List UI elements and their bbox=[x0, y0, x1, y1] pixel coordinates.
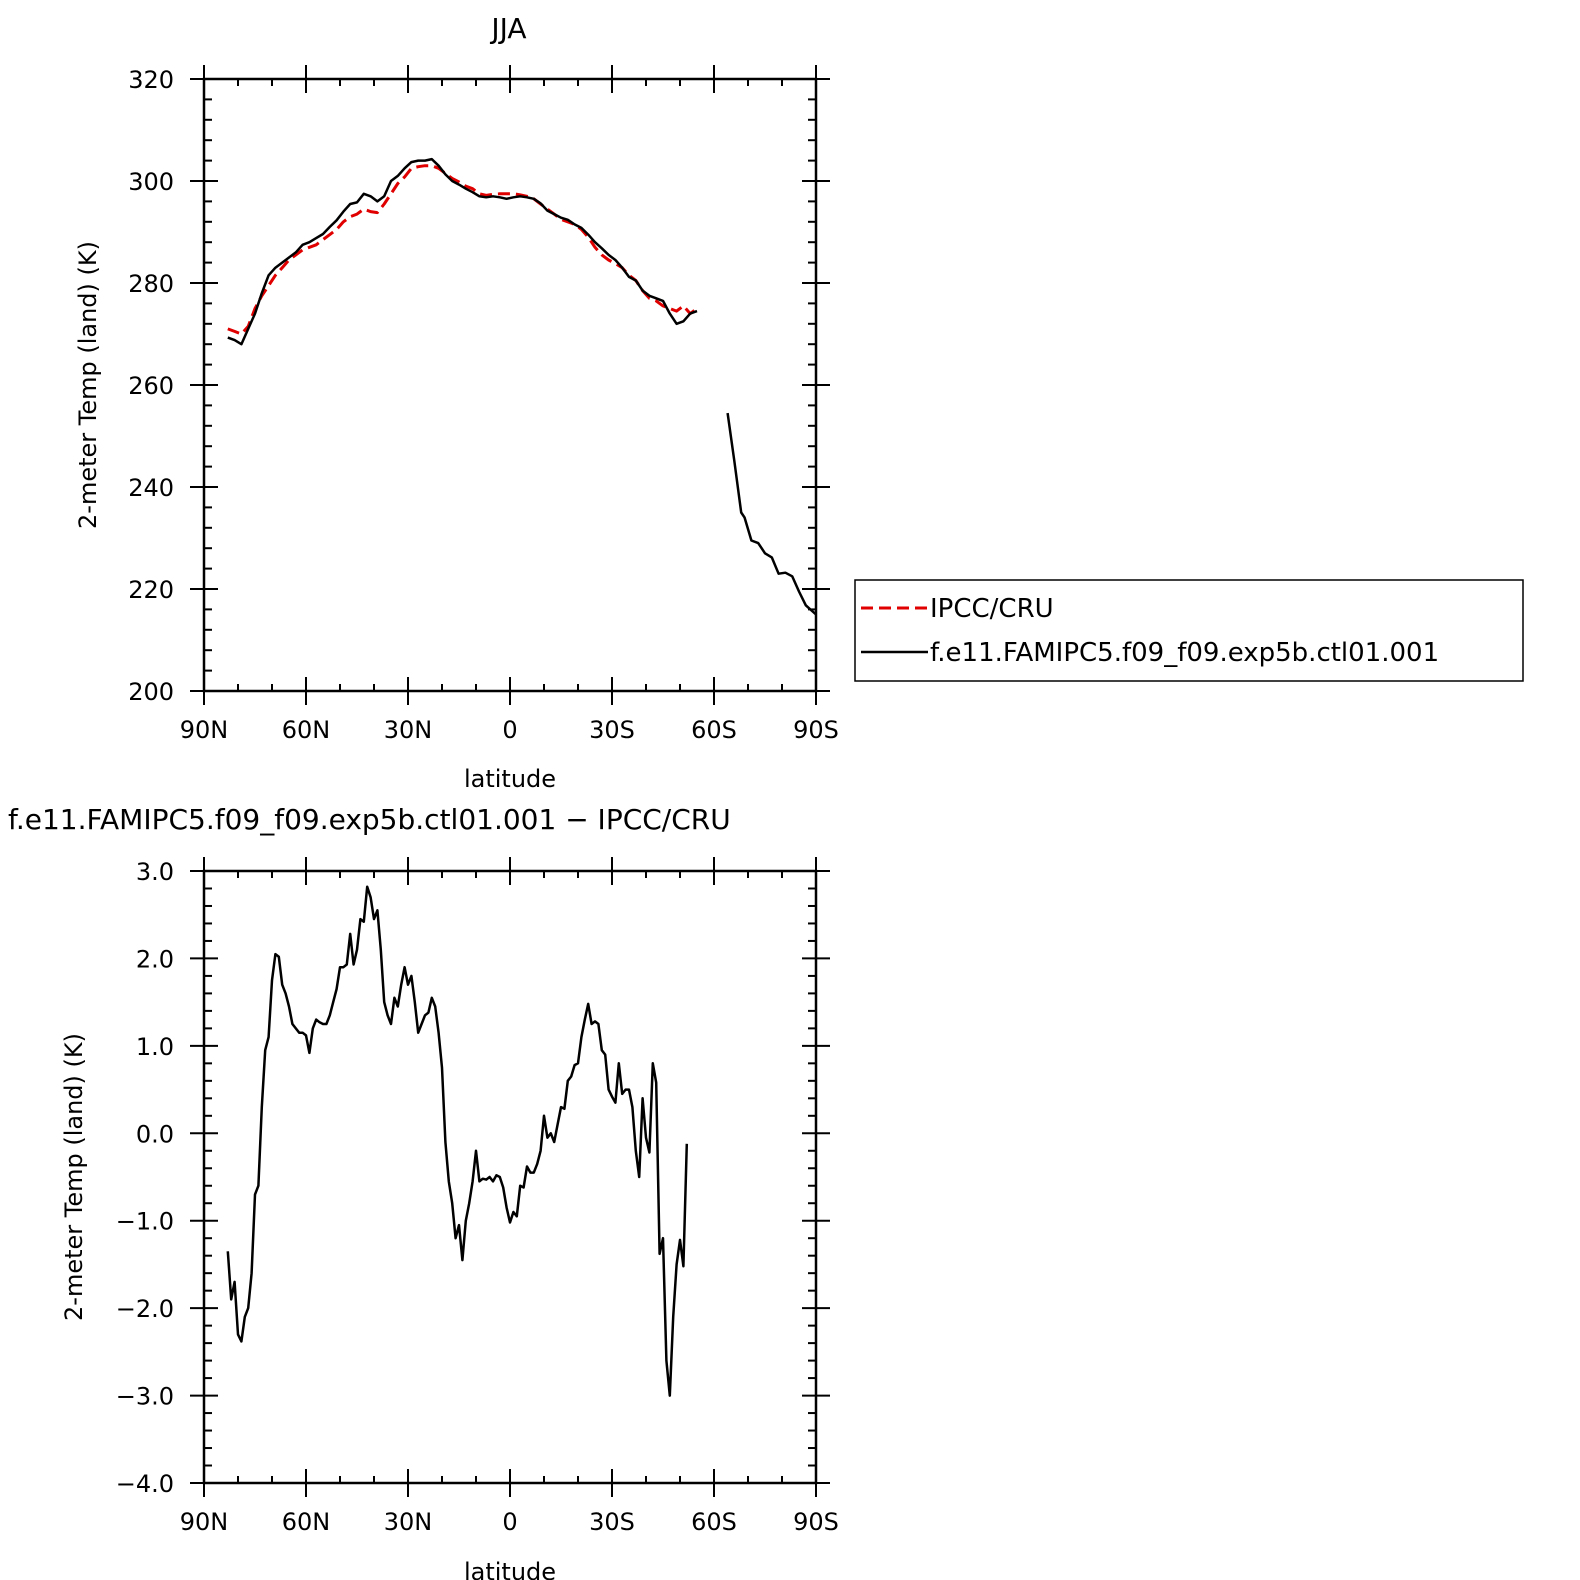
y-tick-label: 220 bbox=[128, 576, 174, 604]
y-tick-label: 1.0 bbox=[136, 1033, 174, 1061]
bottom-panel-title: f.e11.FAMIPC5.f09_f09.exp5b.ctl01.001 − … bbox=[8, 803, 731, 836]
legend: IPCC/CRU f.e11.FAMIPC5.f09_f09.exp5b.ctl… bbox=[854, 579, 1524, 682]
bottom-panel-series bbox=[226, 885, 689, 1397]
x-tick-label: 60S bbox=[691, 1508, 737, 1536]
bottom-panel-ticks bbox=[190, 857, 830, 1497]
y-tick-label: 280 bbox=[128, 270, 174, 298]
x-tick-label: 0 bbox=[502, 716, 517, 744]
top-panel-title: JJA bbox=[489, 12, 526, 45]
bottom-panel-tick-labels: 90N 60N 30N 0 30S 60S 90S −4.0 −3.0 −2.0 −1.0 0.0 1.… bbox=[116, 858, 839, 1536]
x-tick-label: 0 bbox=[502, 1508, 517, 1536]
x-tick-label: 60N bbox=[282, 716, 331, 744]
legend-box bbox=[854, 579, 1524, 682]
y-tick-label: 3.0 bbox=[136, 858, 174, 886]
x-tick-label: 30N bbox=[384, 716, 433, 744]
top-panel-x-axis-label: latitude bbox=[464, 765, 556, 793]
top-panel-ticks bbox=[190, 65, 830, 705]
x-tick-label: 90S bbox=[793, 1508, 839, 1536]
x-tick-label: 90N bbox=[180, 716, 229, 744]
y-tick-label: −3.0 bbox=[116, 1383, 174, 1411]
x-tick-label: 60N bbox=[282, 1508, 331, 1536]
y-tick-label: 260 bbox=[128, 372, 174, 400]
x-tick-label: 30N bbox=[384, 1508, 433, 1536]
bottom-panel-y-axis-label: 2-meter Temp (land) (K) bbox=[60, 1033, 88, 1321]
x-tick-label: 90N bbox=[180, 1508, 229, 1536]
y-tick-label: 200 bbox=[128, 678, 174, 706]
top-panel-frame bbox=[202, 77, 818, 693]
y-tick-label: −4.0 bbox=[116, 1470, 174, 1498]
y-tick-label: 300 bbox=[128, 168, 174, 196]
y-tick-label: 320 bbox=[128, 66, 174, 94]
x-tick-label: 30S bbox=[589, 716, 635, 744]
y-tick-label: −2.0 bbox=[116, 1295, 174, 1323]
bottom-panel-frame bbox=[202, 869, 818, 1485]
top-panel-series bbox=[227, 157, 817, 616]
series-line-1-1 bbox=[726, 412, 817, 616]
top-panel: JJA 90N 60N 30N 0 30S 60S 90S 200 220 240 260 280 30… bbox=[74, 12, 839, 793]
y-tick-label: 240 bbox=[128, 474, 174, 502]
legend-label-model: f.e11.FAMIPC5.f09_f09.exp5b.ctl01.001 bbox=[930, 638, 1439, 668]
series-line-1-0 bbox=[227, 157, 698, 346]
x-tick-label: 60S bbox=[691, 716, 737, 744]
x-tick-label: 30S bbox=[589, 1508, 635, 1536]
legend-label-ipcc-cru: IPCC/CRU bbox=[930, 594, 1054, 624]
series-line-0-0 bbox=[226, 885, 689, 1397]
y-tick-label: 2.0 bbox=[136, 945, 174, 973]
x-tick-label: 90S bbox=[793, 716, 839, 744]
top-panel-tick-labels: 90N 60N 30N 0 30S 60S 90S 200 220 240 260 280 300 320 bbox=[128, 66, 839, 744]
top-panel-y-axis-label: 2-meter Temp (land) (K) bbox=[74, 241, 102, 529]
y-tick-label: 0.0 bbox=[136, 1120, 174, 1148]
y-tick-label: −1.0 bbox=[116, 1208, 174, 1236]
bottom-panel-x-axis-label: latitude bbox=[464, 1558, 556, 1580]
bottom-panel: f.e11.FAMIPC5.f09_f09.exp5b.ctl01.001 − … bbox=[8, 803, 839, 1580]
